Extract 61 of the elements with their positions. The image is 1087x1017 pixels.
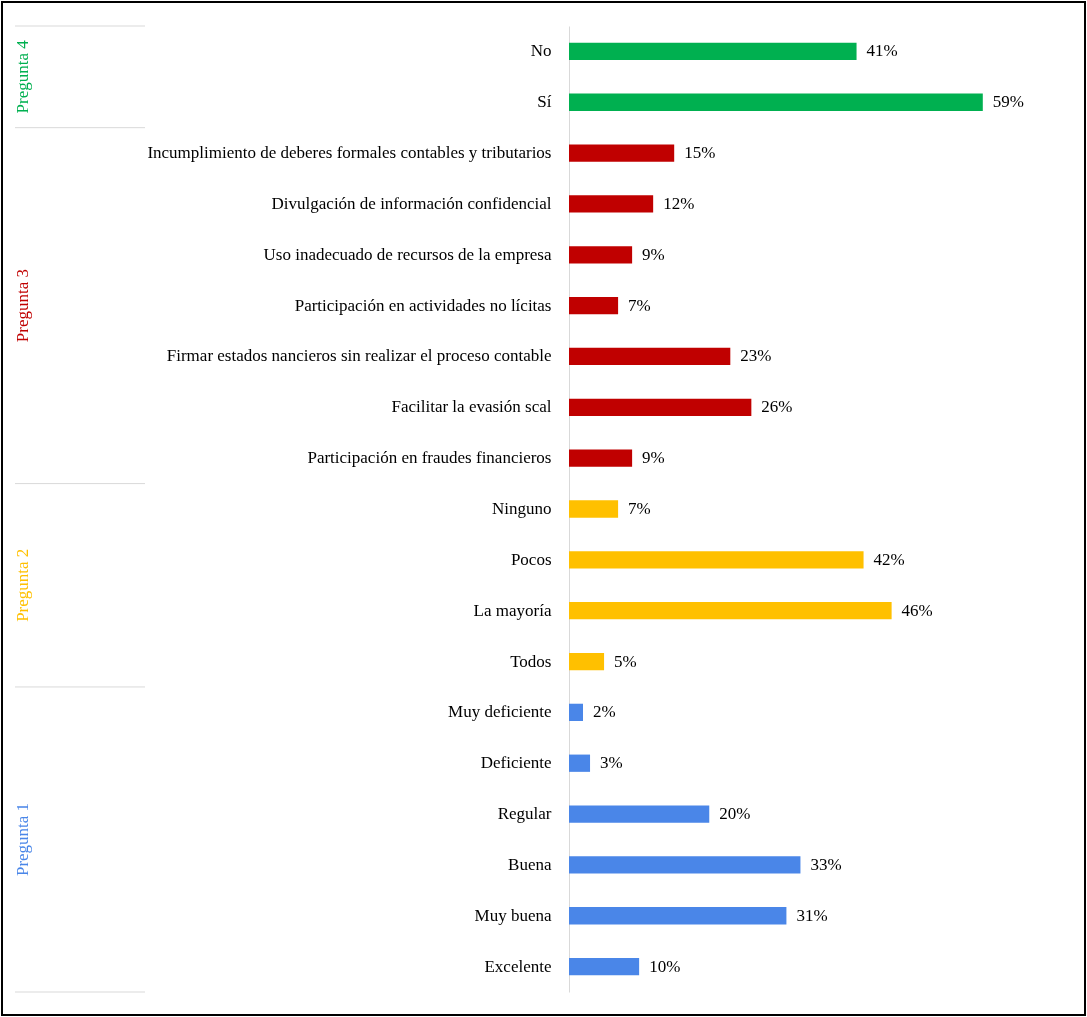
bar xyxy=(569,907,787,925)
text: Pregunta 1 xyxy=(13,802,32,877)
text: Pregunta 4 xyxy=(13,39,32,114)
y-tick-label: Uso inadecuado de recursos de la empresa xyxy=(263,244,552,264)
data-label: 20% xyxy=(719,804,751,824)
data-label: 2% xyxy=(593,702,616,722)
bar xyxy=(569,754,591,772)
y-tick-label: Participación en fraudes financieros xyxy=(307,448,552,468)
bar xyxy=(569,703,584,722)
data-label: 42% xyxy=(873,549,905,569)
y-tick-label: Pocos xyxy=(510,549,552,569)
text: Pregunta 2 xyxy=(13,548,32,622)
data-label: 12% xyxy=(663,193,695,213)
data-label: 33% xyxy=(810,854,842,874)
y-tick-label: No xyxy=(530,41,552,61)
data-label: 31% xyxy=(796,905,828,925)
bar xyxy=(569,347,731,366)
bar xyxy=(569,652,605,671)
bar xyxy=(569,957,640,976)
data-label: 59% xyxy=(992,92,1024,112)
y-tick-label: Incumplimiento de deberes formales contables y tributarios xyxy=(147,143,552,163)
data-label: 3% xyxy=(600,753,623,773)
bar xyxy=(569,551,864,569)
bar xyxy=(569,398,752,416)
bar xyxy=(569,246,633,264)
data-label: 5% xyxy=(614,651,637,671)
bar xyxy=(569,296,619,315)
y-tick-label: Muy buena xyxy=(474,905,552,925)
data-label: 23% xyxy=(740,346,772,366)
bar xyxy=(569,805,710,823)
y-tick-label: Deficiente xyxy=(480,753,552,773)
data-label: 26% xyxy=(761,397,793,417)
bar xyxy=(569,500,619,518)
bar xyxy=(569,195,654,213)
data-label: 46% xyxy=(901,600,933,620)
y-tick-label: Buena xyxy=(508,854,552,874)
y-tick-label: Sí xyxy=(537,92,552,112)
bar xyxy=(569,144,675,162)
y-tick-label: Muy deficiente xyxy=(448,702,552,722)
bar xyxy=(569,856,801,874)
data-label: 9% xyxy=(642,244,665,264)
data-label: 9% xyxy=(642,448,665,468)
y-tick-label: La mayoría xyxy=(473,600,552,620)
text: Pregunta 3 xyxy=(13,269,32,343)
bar xyxy=(569,93,983,111)
data-label: 7% xyxy=(628,499,651,518)
data-label: 15% xyxy=(684,143,716,163)
bar xyxy=(569,42,857,61)
y-tick-label: Excelente xyxy=(484,956,552,976)
y-tick-label: Divulgación de información confidencial xyxy=(271,193,552,213)
bar xyxy=(569,602,892,620)
y-tick-label: Firmar estados nancieros sin realizar el proceso contable xyxy=(166,346,552,366)
y-tick-label: Regular xyxy=(497,804,552,824)
bar xyxy=(569,449,633,467)
data-label: 41% xyxy=(866,41,898,61)
data-label: 10% xyxy=(649,956,681,976)
y-tick-label: Participación en actividades no lícitas xyxy=(294,295,552,315)
data-label: 7% xyxy=(628,295,651,315)
y-tick-label: Todos xyxy=(510,651,552,671)
y-tick-label: Ninguno xyxy=(492,499,552,518)
y-tick-label: Facilitar la evasión scal xyxy=(391,397,552,417)
